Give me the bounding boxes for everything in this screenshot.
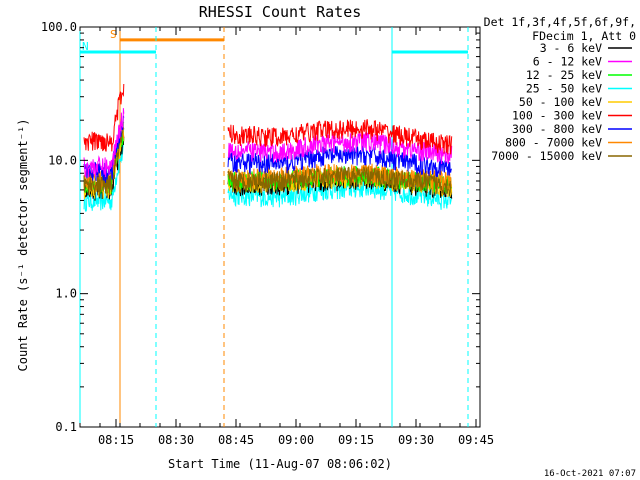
legend-label: 800 - 7000 keV bbox=[505, 136, 602, 150]
legend-label: 25 - 50 keV bbox=[526, 82, 602, 96]
x-tick-label: 09:30 bbox=[398, 433, 434, 447]
legend-label: 3 - 6 keV bbox=[540, 41, 602, 55]
y-tick-label: 0.1 bbox=[55, 420, 77, 434]
legend-label: 300 - 800 keV bbox=[512, 122, 602, 136]
legend-label: 50 - 100 keV bbox=[519, 95, 602, 109]
x-tick-label: 09:45 bbox=[458, 433, 494, 447]
series-layer bbox=[83, 83, 453, 213]
x-tick-label: 09:15 bbox=[338, 433, 374, 447]
axes: 0.1 1.0 10.0 100.0 08:15 08:30 08:45 09:00 09:15… bbox=[41, 20, 494, 447]
plot-frame bbox=[79, 26, 481, 428]
x-tick-label: 09:00 bbox=[278, 433, 314, 447]
y-tick-label: 1.0 bbox=[55, 287, 77, 301]
x-tick-label: 08:45 bbox=[218, 433, 254, 447]
event-label: N bbox=[82, 40, 89, 53]
event-label: S bbox=[110, 28, 117, 41]
y-axis-label: Count Rate (s⁻¹ detector segment⁻¹) bbox=[16, 119, 30, 372]
x-tick-label: 08:30 bbox=[158, 433, 194, 447]
legend: Det 1f,3f,4f,5f,6f,9f, FDecim 1, Att 0 3… bbox=[484, 15, 636, 163]
footer-date: 16-Oct-2021 07:07 bbox=[544, 469, 636, 479]
legend-label: 6 - 12 keV bbox=[533, 55, 602, 69]
series-line-8 bbox=[83, 127, 453, 196]
x-tick-label: 08:15 bbox=[98, 433, 134, 447]
chart-title: RHESSI Count Rates bbox=[199, 3, 362, 21]
series-line-5 bbox=[83, 83, 453, 155]
plot-area bbox=[79, 26, 481, 428]
legend-label: 7000 - 15000 keV bbox=[491, 149, 602, 163]
y-tick-label: 100.0 bbox=[41, 20, 77, 34]
legend-header-line-1: Det 1f,3f,4f,5f,6f,9f, bbox=[484, 15, 636, 29]
legend-label: 100 - 300 keV bbox=[512, 109, 602, 123]
event-markers: SN bbox=[79, 27, 469, 427]
legend-label: 12 - 25 keV bbox=[526, 68, 602, 82]
legend-header-line-2: FDecim 1, Att 0 bbox=[532, 29, 636, 43]
x-axis-label: Start Time (11-Aug-07 08:06:02) bbox=[168, 457, 392, 471]
series-line-1 bbox=[83, 108, 453, 178]
y-tick-label: 10.0 bbox=[48, 153, 77, 167]
